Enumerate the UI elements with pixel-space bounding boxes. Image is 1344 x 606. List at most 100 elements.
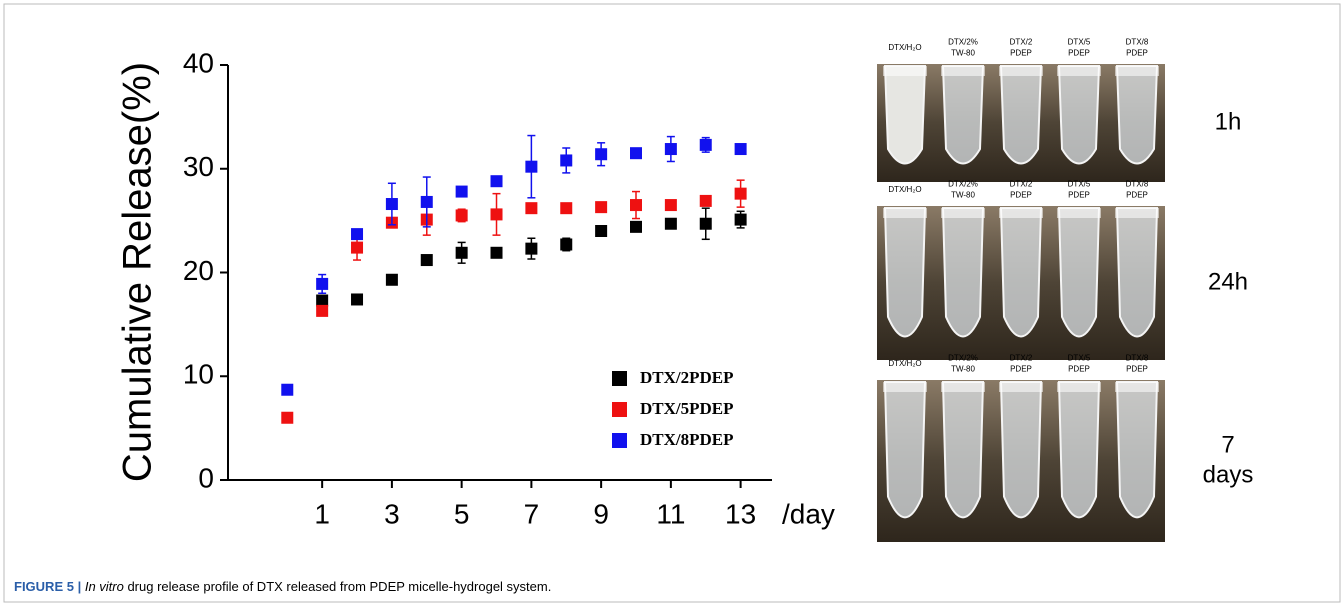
tube-rim xyxy=(1057,66,1101,76)
caption-label: FIGURE 5 | xyxy=(14,579,81,594)
point xyxy=(664,199,677,212)
tube xyxy=(941,65,985,165)
point xyxy=(525,202,538,215)
tube-rim xyxy=(883,66,927,76)
tube-label: DTX/2 xyxy=(1010,38,1033,47)
tube-rim xyxy=(1057,208,1101,218)
tube xyxy=(1057,65,1101,165)
tube-label: TW-80 xyxy=(951,49,975,58)
point xyxy=(525,242,538,255)
tube-rim xyxy=(1057,382,1101,392)
tube xyxy=(999,207,1043,338)
tube xyxy=(1115,65,1159,165)
tube xyxy=(883,65,927,165)
point xyxy=(385,273,398,286)
time-label: 7 xyxy=(1221,431,1234,458)
tube-label: DTX/2% xyxy=(948,180,978,189)
tube-label: TW-80 xyxy=(951,191,975,200)
point xyxy=(490,246,503,259)
x-tick-label: 13 xyxy=(725,498,756,529)
y-tick-label: 20 xyxy=(183,255,214,286)
legend-label: DTX/8PDEP xyxy=(640,430,734,449)
tube-label: DTX/8 xyxy=(1126,38,1149,47)
legend-swatch xyxy=(612,433,627,448)
tube-label: DTX/5 xyxy=(1068,354,1091,363)
tube xyxy=(883,381,927,519)
tube-label: PDEP xyxy=(1010,191,1032,200)
point xyxy=(664,143,677,156)
point xyxy=(455,185,468,198)
photo-panels: DTX/H₂O DTX/2% TW-80 DTX/2 PDEP DTX/5 PDEP DTX/… xyxy=(877,38,1253,542)
point xyxy=(664,217,677,230)
tube-label: PDEP xyxy=(1068,49,1090,58)
time-label: days xyxy=(1203,461,1254,488)
point xyxy=(734,213,747,226)
point xyxy=(490,208,503,221)
tube xyxy=(999,381,1043,519)
tube-label: PDEP xyxy=(1010,365,1032,374)
tube-label: TW-80 xyxy=(951,365,975,374)
tube-label: DTX/2% xyxy=(948,354,978,363)
point xyxy=(734,187,747,200)
tube-label: DTX/H₂O xyxy=(888,185,921,194)
point xyxy=(699,138,712,151)
point xyxy=(316,294,329,307)
tube-label: DTX/5 xyxy=(1068,180,1091,189)
caption-text: drug release profile of DTX released fro… xyxy=(124,579,552,594)
tube-label: DTX/H₂O xyxy=(888,43,921,52)
tube xyxy=(999,65,1043,165)
time-label: 24h xyxy=(1208,268,1248,295)
tube-rim xyxy=(941,66,985,76)
point xyxy=(595,225,608,237)
tube xyxy=(1057,381,1101,519)
x-tick-label: 1 xyxy=(314,498,330,529)
point xyxy=(560,238,573,251)
point xyxy=(316,304,329,317)
legend-label: DTX/5PDEP xyxy=(640,399,734,418)
point xyxy=(281,383,294,396)
point xyxy=(281,411,294,424)
y-tick-label: 0 xyxy=(198,462,214,493)
tube xyxy=(941,381,985,519)
point xyxy=(595,201,608,214)
point xyxy=(351,293,364,306)
point xyxy=(630,220,642,233)
x-tick-label: 5 xyxy=(454,498,470,529)
figure-frame xyxy=(3,3,1341,603)
tube-label: PDEP xyxy=(1126,49,1148,58)
y-tick-label: 30 xyxy=(183,151,214,182)
point xyxy=(455,246,468,259)
tube-label: PDEP xyxy=(1126,365,1148,374)
point xyxy=(630,147,642,160)
tube-rim xyxy=(941,382,985,392)
tube-label: PDEP xyxy=(1068,191,1090,200)
tube-label: DTX/H₂O xyxy=(888,359,921,368)
tube-label: PDEP xyxy=(1126,191,1148,200)
tube-rim xyxy=(883,208,927,218)
tube-rim xyxy=(1115,382,1159,392)
x-tick-label: 3 xyxy=(384,498,400,529)
point xyxy=(560,202,573,215)
tube xyxy=(1115,207,1159,338)
point xyxy=(699,217,712,230)
point xyxy=(630,199,642,212)
point xyxy=(560,154,573,167)
x-tick-label: 7 xyxy=(524,498,540,529)
point xyxy=(734,143,747,156)
tube xyxy=(941,207,985,338)
caption-italic: In vitro xyxy=(85,579,124,594)
point xyxy=(385,198,398,211)
legend-label: DTX/2PDEP xyxy=(640,368,734,387)
tube-rim xyxy=(1115,208,1159,218)
x-unit-label: /day xyxy=(782,498,835,529)
tube-rim xyxy=(999,382,1043,392)
point xyxy=(699,194,712,207)
legend-swatch xyxy=(612,371,627,386)
tube xyxy=(1057,207,1101,338)
tube xyxy=(1115,381,1159,519)
tube-label: DTX/2% xyxy=(948,38,978,47)
tube xyxy=(883,207,927,338)
x-tick-label: 9 xyxy=(593,498,609,529)
point xyxy=(351,241,364,254)
